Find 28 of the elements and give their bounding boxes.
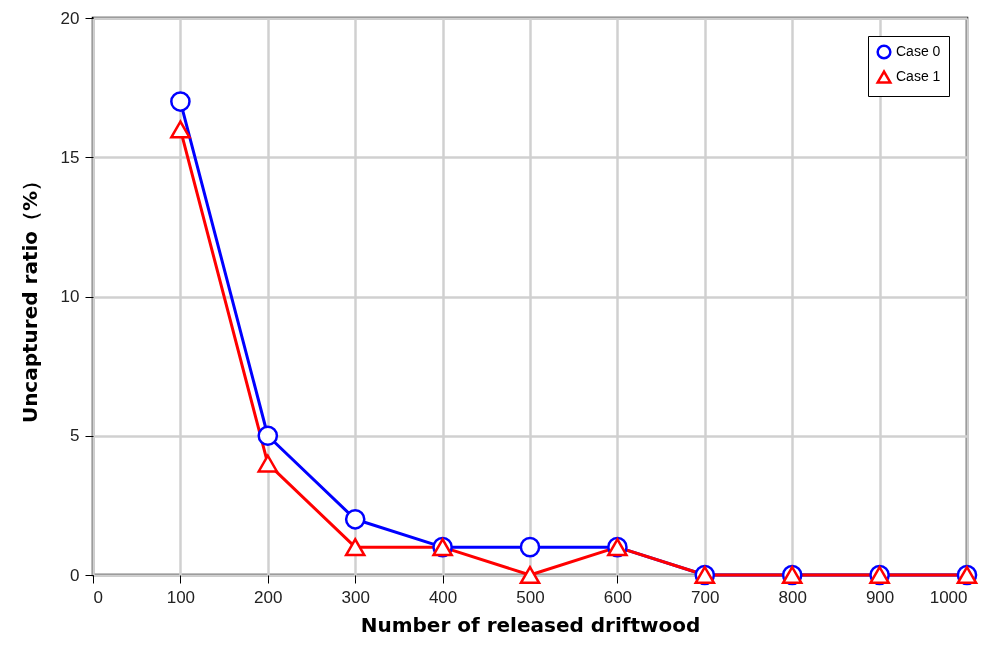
y-tick-label: 10 (60, 287, 80, 306)
point (257, 454, 279, 473)
x-tick-label: 700 (691, 587, 720, 607)
point (519, 536, 541, 558)
x-tick-label: 100 (166, 587, 196, 607)
point (344, 538, 366, 557)
x-tick-label: 800 (778, 587, 807, 607)
x-tick-label: 200 (254, 587, 283, 607)
point (519, 565, 541, 585)
x-tick-label: 500 (516, 587, 545, 607)
x-tick-label: 0 (93, 587, 103, 607)
x-tick-label: 300 (341, 587, 370, 607)
y-tick-label: 0 (70, 565, 80, 585)
legend-label: Case 1 (896, 68, 941, 84)
y-tick-label: 5 (70, 426, 80, 446)
x-axis-title: Number of released driftwood (360, 612, 701, 637)
x-tick-label: 900 (865, 587, 895, 607)
y-tick-label: 15 (60, 147, 80, 167)
point (170, 91, 191, 112)
point (344, 508, 366, 530)
x-tick-label: 400 (428, 587, 458, 607)
x-tick-label: 600 (603, 587, 633, 607)
legend-label: Case 0 (896, 43, 941, 59)
point (170, 120, 191, 139)
point (257, 425, 279, 447)
y-tick-label: 20 (60, 8, 80, 28)
y-axis-title: Uncaptured ratio（%） (17, 170, 42, 424)
x-tick-label: 1000 (929, 587, 968, 607)
